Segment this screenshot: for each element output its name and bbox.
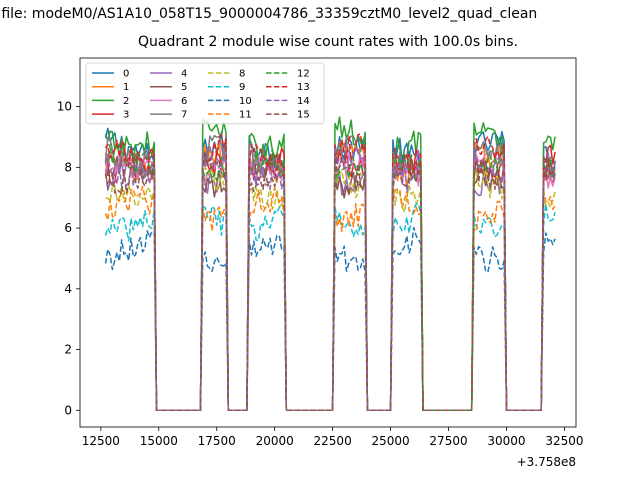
- x-tick-label: 15000: [140, 434, 178, 448]
- x-tick-label: 30000: [487, 434, 525, 448]
- legend-label-2: 2: [123, 96, 129, 107]
- y-tick-label: 0: [64, 403, 72, 417]
- x-tick-label: 20000: [256, 434, 294, 448]
- plot-lines: [104, 116, 556, 412]
- x-tick-label: 25000: [371, 434, 409, 448]
- x-tick-label: 12500: [82, 434, 120, 448]
- series-line-4: [104, 149, 556, 412]
- y-tick-label: 2: [64, 343, 72, 357]
- x-tick-label: 22500: [314, 434, 352, 448]
- legend-label-4: 4: [181, 69, 187, 80]
- x-tick-label: 32500: [545, 434, 583, 448]
- figure-suptitle: n file: modeM0/AS1A10_058T15_9000004786_…: [0, 6, 538, 22]
- legend-label-15: 15: [297, 110, 310, 121]
- legend-label-9: 9: [239, 82, 245, 93]
- series-line-8: [105, 166, 556, 412]
- series-line-11: [104, 185, 556, 412]
- y-tick-label: 6: [64, 221, 72, 235]
- chart-title: Quadrant 2 module wise count rates with …: [138, 34, 518, 50]
- y-axis: 0 2 4 6 8 10: [57, 100, 80, 417]
- x-tick-label: 17500: [198, 434, 236, 448]
- legend-label-13: 13: [297, 82, 310, 93]
- legend-label-10: 10: [239, 96, 252, 107]
- y-tick-label: 10: [57, 100, 72, 114]
- legend-label-12: 12: [297, 69, 310, 80]
- x-offset-label: +3.758e8: [517, 455, 576, 469]
- legend-label-1: 1: [123, 82, 129, 93]
- series-line-15: [104, 150, 556, 412]
- y-tick-label: 8: [64, 160, 72, 174]
- legend-frame: [85, 62, 325, 125]
- x-axis: 12500 15000 17500 20000 22500 25000 27500 30000…: [82, 427, 584, 448]
- legend-label-11: 11: [239, 110, 252, 121]
- legend-label-8: 8: [239, 69, 245, 80]
- legend-label-6: 6: [181, 96, 187, 107]
- legend-label-3: 3: [123, 110, 129, 121]
- series-line-10: [104, 226, 556, 412]
- series-line-6: [104, 148, 556, 412]
- series-line-9: [104, 203, 556, 412]
- x-tick-label: 27500: [429, 434, 467, 448]
- series-line-5: [104, 153, 556, 412]
- legend-label-14: 14: [297, 96, 310, 107]
- y-tick-label: 4: [64, 282, 72, 296]
- axes-frame: [79, 57, 577, 428]
- legend-label-5: 5: [181, 82, 187, 93]
- legend-label-7: 7: [181, 110, 187, 121]
- legend-label-0: 0: [123, 69, 129, 80]
